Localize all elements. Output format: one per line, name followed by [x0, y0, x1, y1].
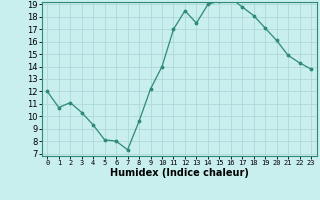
- X-axis label: Humidex (Indice chaleur): Humidex (Indice chaleur): [110, 168, 249, 178]
